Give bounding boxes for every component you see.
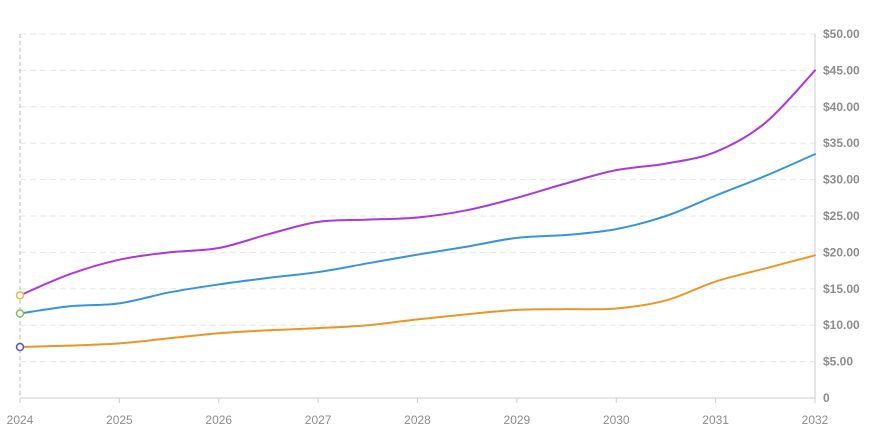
y-tick-label: $5.00 — [823, 355, 853, 369]
y-tick-label: $50.00 — [823, 27, 860, 41]
start-marker-2 — [15, 309, 25, 318]
y-tick-label: $35.00 — [823, 136, 860, 150]
x-tick-label: 2025 — [106, 413, 133, 427]
start-markers — [15, 291, 25, 352]
start-marker-3 — [15, 342, 25, 352]
y-axis-ticks: 0 $5.00 $10.00 $15.00 $20.00 $25.00 $30.00 $35.… — [823, 27, 860, 405]
series-line-2 — [19, 153, 816, 315]
axes — [19, 34, 816, 403]
y-tick-label: $20.00 — [823, 245, 860, 259]
x-tick-label: 2031 — [702, 413, 729, 427]
x-tick-label: 2024 — [7, 413, 34, 427]
x-tick-label: 2027 — [305, 413, 332, 427]
y-tick-label: 0 — [823, 391, 830, 405]
y-tick-label: $40.00 — [823, 100, 860, 114]
x-tick-label: 2028 — [404, 413, 431, 427]
series-line-3 — [19, 254, 816, 349]
x-tick-label: 2030 — [603, 413, 630, 427]
y-tick-label: $10.00 — [823, 318, 860, 332]
grid — [20, 33, 815, 363]
x-axis-ticks: 2024 2025 2026 2027 2028 2029 2030 2031 2032 — [7, 413, 829, 427]
y-tick-label: $30.00 — [823, 173, 860, 187]
y-tick-label: $25.00 — [823, 209, 860, 223]
x-tick-label: 2032 — [802, 413, 829, 427]
series-lines — [19, 69, 816, 349]
start-marker-1 — [15, 291, 25, 300]
y-tick-label: $15.00 — [823, 282, 860, 296]
x-tick-label: 2029 — [504, 413, 531, 427]
x-tick-label: 2026 — [205, 413, 232, 427]
series-line-1 — [19, 69, 816, 297]
y-tick-label: $45.00 — [823, 63, 860, 77]
